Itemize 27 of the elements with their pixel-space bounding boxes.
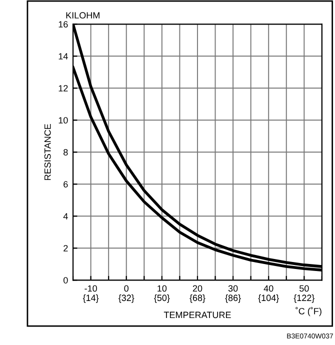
y-tick-label: 4 (63, 213, 68, 220)
text: ˚C (˚F) (296, 307, 322, 316)
x2-tick-label: {104} (258, 294, 279, 303)
y-tick-label: 0 (64, 277, 68, 284)
y-tick-label: 6 (64, 181, 68, 188)
x-tick-label: -10 (84, 285, 97, 292)
x2-tick-label: {14} (82, 294, 99, 303)
text: KILOHM (66, 12, 100, 19)
x2-tick-label: {50} (154, 294, 170, 303)
y-tick-label: 16 (58, 21, 68, 28)
x-tick-label: 30 (228, 285, 238, 292)
x-tick-label: 0 (124, 285, 129, 292)
x2-tick-label: {122} (294, 294, 315, 303)
x2-tick-label: {68} (190, 294, 206, 303)
x-tick-label: 50 (299, 285, 309, 292)
y-tick-label: 12 (58, 85, 68, 92)
x-axis-title: TEMPERATURE (164, 312, 231, 318)
x-tick-label: 10 (158, 285, 167, 292)
y-tick-label: 14 (58, 53, 68, 60)
y-tick-label: 2 (64, 245, 68, 252)
x2-tick-label: {32} (118, 294, 134, 303)
y-axis-title: RESISTANCE (44, 124, 51, 180)
x2-tick-label: {86} (225, 294, 241, 303)
y-tick-label: 10 (58, 117, 68, 124)
x-tick-label: 40 (264, 285, 274, 292)
y-tick-label: 8 (64, 149, 68, 156)
x-tick-label: 20 (192, 285, 202, 292)
